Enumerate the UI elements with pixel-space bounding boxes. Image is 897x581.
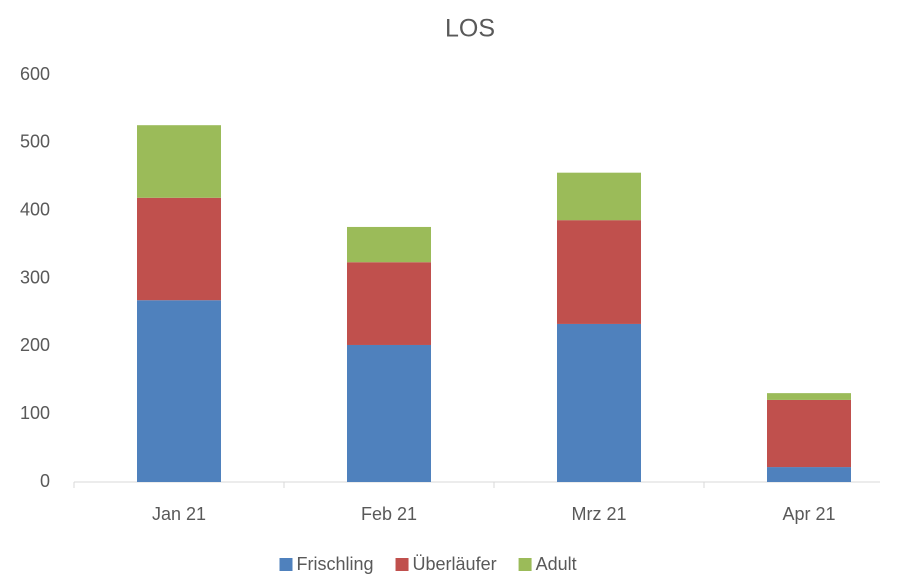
legend-swatch bbox=[395, 558, 409, 571]
y-tick-label: 400 bbox=[20, 199, 50, 219]
y-tick-label: 600 bbox=[20, 64, 50, 84]
chart-title: LOS bbox=[445, 15, 495, 43]
bar-segment bbox=[557, 220, 641, 324]
legend-swatch bbox=[518, 558, 532, 571]
bar-segment bbox=[767, 399, 851, 468]
x-tick-label: Apr 21 bbox=[782, 504, 835, 524]
y-tick-label: 0 bbox=[40, 471, 50, 491]
x-tick-label: Mrz 21 bbox=[571, 504, 626, 524]
bar-segment bbox=[767, 393, 851, 400]
y-tick-label: 500 bbox=[20, 132, 50, 152]
bar-segment bbox=[767, 467, 851, 482]
bar-segment bbox=[347, 344, 431, 482]
bar-segment bbox=[557, 323, 641, 482]
bar-segment bbox=[137, 125, 221, 198]
bar-segment bbox=[137, 197, 221, 301]
y-tick-label: 300 bbox=[20, 267, 50, 287]
legend-label: Adult bbox=[536, 554, 577, 574]
bar-segment bbox=[347, 262, 431, 345]
legend-label: Frischling bbox=[297, 554, 374, 574]
x-tick-label: Feb 21 bbox=[361, 504, 417, 524]
legend-label: Überläufer bbox=[413, 554, 497, 574]
x-tick-label: Jan 21 bbox=[152, 504, 206, 524]
y-tick-label: 100 bbox=[20, 403, 50, 423]
bar-segment bbox=[137, 300, 221, 482]
bar-segment bbox=[557, 172, 641, 221]
bar-segment bbox=[347, 226, 431, 263]
legend-swatch bbox=[279, 558, 293, 571]
y-tick-label: 200 bbox=[20, 335, 50, 355]
